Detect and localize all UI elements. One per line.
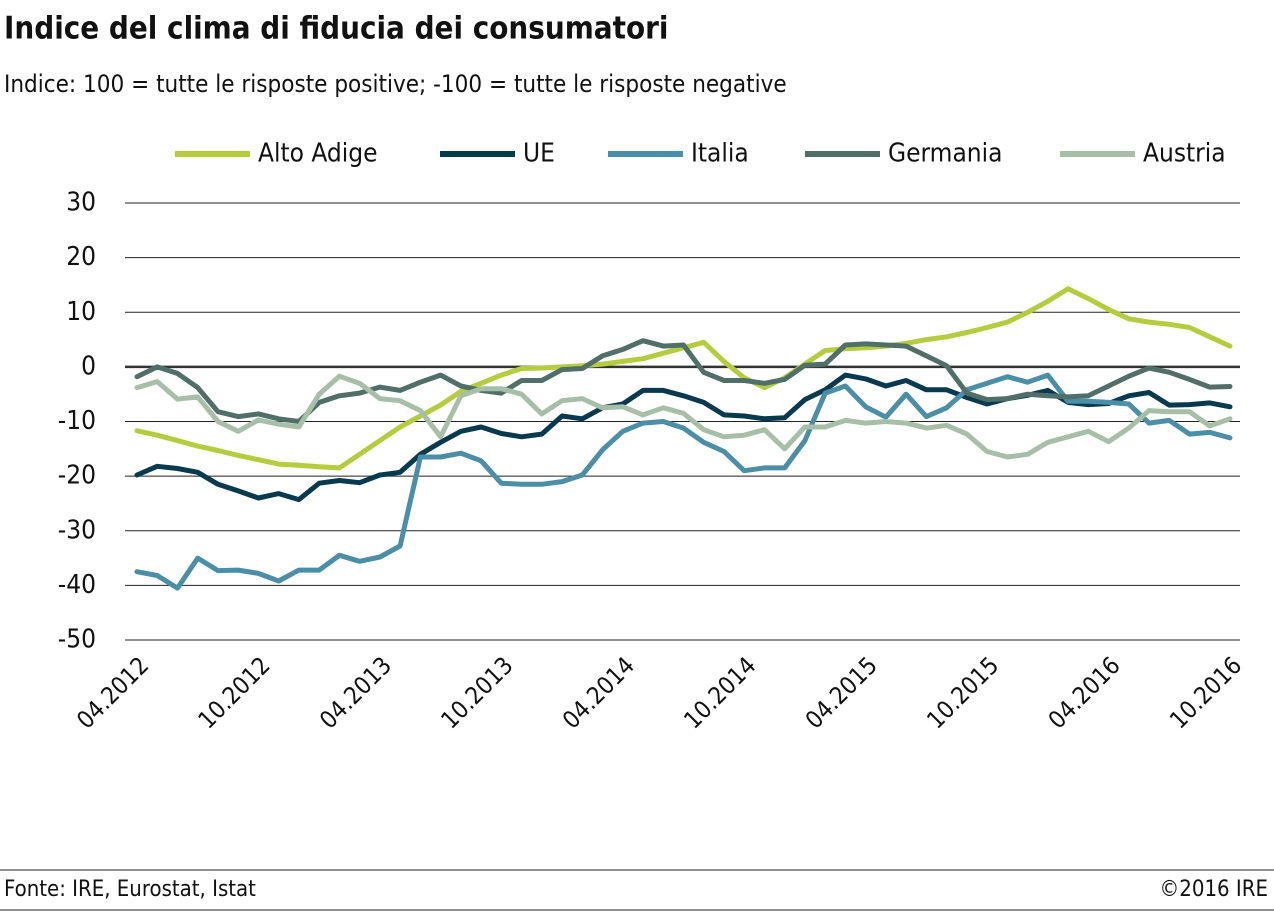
x-tick-label: 10.2016 — [1164, 651, 1247, 734]
x-tick-label: 04.2013 — [314, 651, 397, 734]
series-line — [134, 286, 1233, 471]
x-tick-label: 10.2012 — [193, 651, 276, 734]
y-tick-label: -30 — [58, 515, 96, 545]
series-line — [134, 372, 1233, 591]
y-tick-label: -50 — [58, 625, 96, 655]
y-tick-label: -10 — [58, 406, 96, 436]
copyright: ©2016 IRE — [1159, 877, 1268, 902]
legend-label: Italia — [691, 139, 749, 169]
source: Fonte: IRE, Eurostat, Istat — [4, 877, 256, 902]
x-tick-label: 10.2014 — [678, 651, 761, 734]
x-tick-label: 04.2014 — [557, 651, 640, 734]
chart-subtitle: Indice: 100 = tutte le risposte positive… — [4, 70, 787, 98]
legend-label: Austria — [1143, 139, 1226, 169]
x-tick-label: 10.2013 — [436, 651, 519, 734]
y-tick-label: -40 — [58, 570, 96, 600]
y-tick-label: 0 — [81, 351, 96, 381]
x-tick-label: 10.2015 — [921, 651, 1004, 734]
x-tick-label: 04.2015 — [800, 651, 883, 734]
series-line — [134, 372, 1233, 503]
series-line — [134, 373, 1233, 460]
x-tick-label: 04.2012 — [71, 651, 154, 734]
x-tick-label: 04.2016 — [1043, 651, 1126, 734]
series-line — [134, 338, 1233, 424]
y-tick-label: 10 — [66, 297, 96, 327]
y-tick-label: 30 — [66, 188, 96, 218]
legend-label: Alto Adige — [258, 139, 378, 169]
chart-title: Indice del clima di fiducia dei consumat… — [4, 11, 668, 47]
y-tick-label: 20 — [66, 242, 96, 272]
legend-label: UE — [523, 139, 555, 169]
legend-label: Germania — [888, 139, 1002, 169]
y-tick-label: -20 — [58, 461, 96, 491]
